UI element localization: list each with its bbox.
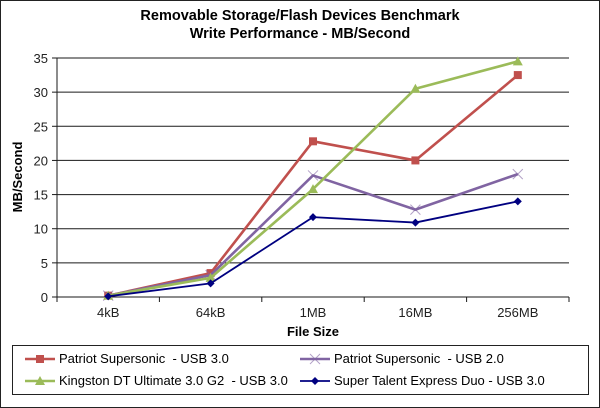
x-stroke: [307, 170, 319, 181]
y-tick-labels: 0 5 10 15 20 25 30 35: [34, 51, 48, 305]
y-tick-label: 15: [34, 188, 48, 203]
x-tick-label: 64kB: [196, 305, 226, 320]
data-point-triangle: [410, 83, 421, 93]
data-point-diamond: [309, 213, 317, 222]
data-point-x: [410, 204, 421, 215]
legend-label: Patriot Supersonic - USB 2.0: [334, 351, 504, 366]
data-point-diamond: [513, 197, 522, 206]
legend-item: Patriot Supersonic - USB 3.0: [23, 351, 229, 366]
x-tick-label: 1MB: [300, 305, 327, 320]
data-point-diamond: [104, 292, 113, 301]
axes: [52, 57, 570, 302]
series-x: [102, 168, 524, 301]
chart-title: Removable Storage/Flash Devices Benchmar…: [140, 8, 460, 24]
legend-label: Super Talent Express Duo - USB 3.0: [334, 373, 545, 388]
data-point-square: [36, 354, 44, 363]
y-tick-label: 35: [34, 51, 48, 66]
series-line: [107, 60, 519, 297]
legend-marker-square-icon: [25, 354, 55, 363]
series-diamond: [104, 197, 522, 301]
y-tick-label: 20: [34, 153, 48, 168]
data-point-square: [513, 71, 522, 80]
y-tick-label: 10: [34, 222, 48, 237]
legend-label: Patriot Supersonic - USB 3.0: [59, 351, 229, 366]
legend: Patriot Supersonic - USB 3.0 Patriot Sup…: [12, 345, 589, 395]
data-point-x: [309, 353, 321, 364]
data-point-diamond: [411, 218, 420, 227]
y-tick-label: 5: [41, 256, 48, 271]
x-tick-labels: 4kB 64kB 1MB 16MB 256MB: [97, 305, 538, 320]
data-point-diamond: [206, 279, 215, 288]
legend-marker-x-icon: [300, 353, 330, 364]
x-tick-label: 4kB: [97, 305, 119, 320]
y-tick-label: 0: [41, 290, 48, 305]
x-tick-label: 256MB: [497, 305, 538, 320]
data-point-square: [309, 137, 317, 146]
legend-item: Kingston DT Ultimate 3.0 G2 - USB 3.0: [23, 373, 288, 388]
data-point-x: [307, 170, 319, 181]
data-point-triangle: [35, 375, 45, 385]
data-point-triangle: [308, 184, 318, 194]
series-group: [102, 56, 524, 301]
data-point-x: [512, 168, 524, 180]
data-point-square: [411, 156, 420, 165]
gridlines: [57, 57, 569, 264]
y-axis-label: MB/Second: [10, 142, 25, 213]
legend-item: Patriot Supersonic - USB 2.0: [298, 351, 504, 366]
x-stroke: [309, 353, 321, 364]
legend-marker-diamond-icon: [300, 376, 330, 385]
data-point-diamond: [311, 376, 319, 385]
y-tick-label: 30: [34, 85, 48, 100]
data-point-triangle: [512, 56, 523, 66]
legend-marker-triangle-icon: [25, 375, 55, 385]
y-tick-label: 25: [34, 119, 48, 134]
x-stroke: [410, 204, 421, 215]
x-tick-label: 16MB: [398, 305, 432, 320]
legend-label: Kingston DT Ultimate 3.0 G2 - USB 3.0: [59, 373, 288, 388]
x-stroke: [512, 168, 524, 180]
data-point-triangle: [205, 272, 216, 282]
x-axis-label: File Size: [287, 324, 339, 339]
legend-item: Super Talent Express Duo - USB 3.0: [298, 373, 545, 388]
chart-subtitle: Write Performance - MB/Second: [189, 26, 411, 42]
